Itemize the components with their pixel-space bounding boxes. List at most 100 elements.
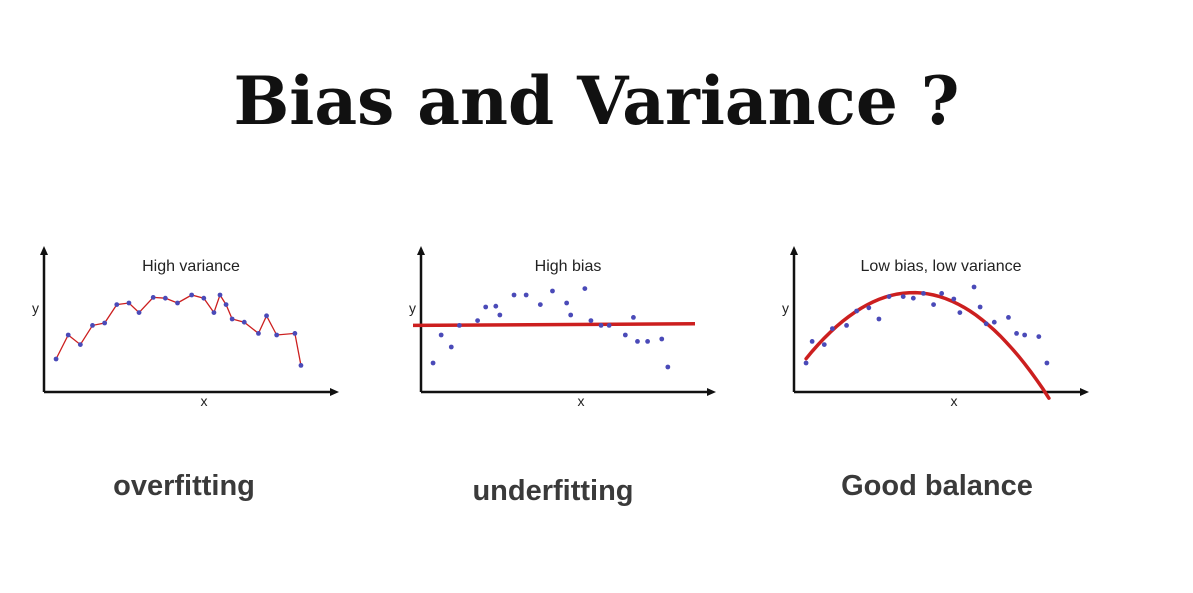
y-axis-arrow bbox=[417, 246, 425, 255]
data-point bbox=[511, 292, 517, 298]
data-point bbox=[229, 316, 235, 322]
data-point bbox=[217, 292, 223, 298]
data-point bbox=[211, 310, 217, 315]
data-point bbox=[588, 318, 594, 323]
fit-line bbox=[412, 322, 696, 328]
data-point bbox=[921, 291, 926, 296]
x-axis-label: x bbox=[201, 393, 208, 409]
data-point bbox=[844, 323, 849, 328]
underfitting-panel: High bias y x bbox=[405, 240, 725, 420]
data-point bbox=[523, 292, 529, 298]
data-point bbox=[53, 356, 59, 362]
data-point bbox=[483, 304, 489, 310]
data-point bbox=[983, 321, 989, 327]
data-point bbox=[175, 300, 180, 306]
overfitting-panel: High variance y x bbox=[28, 240, 348, 420]
page-title: Bias and Variance ? bbox=[233, 62, 960, 140]
data-point bbox=[910, 295, 916, 301]
data-point bbox=[189, 292, 195, 298]
data-point bbox=[162, 295, 168, 301]
data-point bbox=[114, 302, 120, 307]
data-point bbox=[537, 302, 543, 307]
data-point bbox=[803, 360, 809, 366]
data-point bbox=[939, 291, 945, 296]
data-point bbox=[659, 336, 665, 342]
data-point bbox=[665, 364, 671, 370]
x-axis-label: x bbox=[951, 393, 958, 409]
x-axis-arrow bbox=[707, 388, 716, 396]
data-point bbox=[900, 294, 906, 299]
data-point bbox=[475, 318, 480, 323]
data-point bbox=[876, 316, 882, 322]
data-point bbox=[931, 302, 936, 307]
data-point bbox=[829, 326, 835, 331]
x-axis-label: x bbox=[578, 393, 585, 409]
data-point bbox=[568, 312, 574, 318]
data-point bbox=[854, 308, 860, 314]
data-point bbox=[821, 342, 827, 347]
y-axis-label: y bbox=[409, 300, 416, 316]
overfitting-plot: High variance y x bbox=[32, 246, 339, 409]
data-point bbox=[274, 332, 280, 338]
data-point bbox=[1036, 334, 1042, 339]
data-point bbox=[977, 304, 983, 310]
data-point bbox=[456, 323, 462, 328]
data-point bbox=[631, 315, 636, 320]
data-point bbox=[438, 332, 444, 338]
overfitting-caption: overfitting bbox=[113, 470, 255, 502]
data-point bbox=[90, 323, 95, 328]
y-axis-label: y bbox=[32, 300, 39, 316]
data-point bbox=[645, 339, 650, 344]
data-point bbox=[292, 331, 298, 336]
data-point bbox=[550, 288, 555, 294]
data-point bbox=[809, 339, 815, 344]
fit-line bbox=[55, 293, 302, 366]
data-point bbox=[448, 344, 454, 350]
x-axis-arrow bbox=[330, 388, 339, 396]
plot-label: Low bias, low variance bbox=[861, 258, 1022, 275]
data-point bbox=[223, 302, 229, 307]
data-point bbox=[1022, 332, 1028, 338]
y-axis-arrow bbox=[790, 246, 798, 255]
data-point bbox=[991, 319, 997, 325]
y-axis-label: y bbox=[782, 300, 789, 316]
underfitting-caption: underfitting bbox=[472, 475, 634, 507]
data-point bbox=[951, 296, 957, 302]
data-point bbox=[598, 323, 604, 328]
y-axis-arrow bbox=[40, 246, 48, 255]
data-point bbox=[150, 295, 156, 300]
plot-label: High variance bbox=[142, 258, 240, 275]
fit-curve bbox=[804, 290, 1051, 400]
data-point bbox=[606, 323, 612, 328]
data-point bbox=[77, 342, 83, 347]
good-balance-plot: Low bias, low variance y x bbox=[782, 246, 1089, 409]
data-point bbox=[957, 310, 963, 315]
data-point bbox=[126, 300, 132, 306]
data-point bbox=[866, 305, 872, 311]
data-point bbox=[493, 303, 499, 309]
data-point bbox=[201, 295, 207, 301]
data-point bbox=[635, 339, 640, 344]
plot-label: High bias bbox=[535, 258, 602, 275]
good-balance-caption: Good balance bbox=[841, 470, 1033, 502]
data-point bbox=[1014, 331, 1019, 336]
data-point bbox=[1006, 315, 1011, 320]
data-point bbox=[582, 286, 588, 291]
data-point bbox=[1044, 360, 1050, 366]
data-point bbox=[497, 312, 503, 318]
x-axis-arrow bbox=[1080, 388, 1089, 396]
data-point bbox=[65, 332, 71, 338]
data-point bbox=[264, 313, 269, 319]
data-point bbox=[886, 294, 892, 299]
data-point bbox=[102, 320, 108, 326]
data-point bbox=[241, 319, 247, 325]
data-point bbox=[256, 331, 261, 336]
data-point bbox=[622, 332, 628, 338]
data-point bbox=[564, 300, 570, 306]
data-point bbox=[136, 310, 142, 315]
underfitting-plot: High bias y x bbox=[409, 246, 716, 409]
good-balance-panel: Low bias, low variance y x bbox=[778, 240, 1098, 420]
data-point bbox=[298, 363, 304, 368]
data-point bbox=[971, 284, 977, 290]
data-point bbox=[430, 360, 436, 366]
